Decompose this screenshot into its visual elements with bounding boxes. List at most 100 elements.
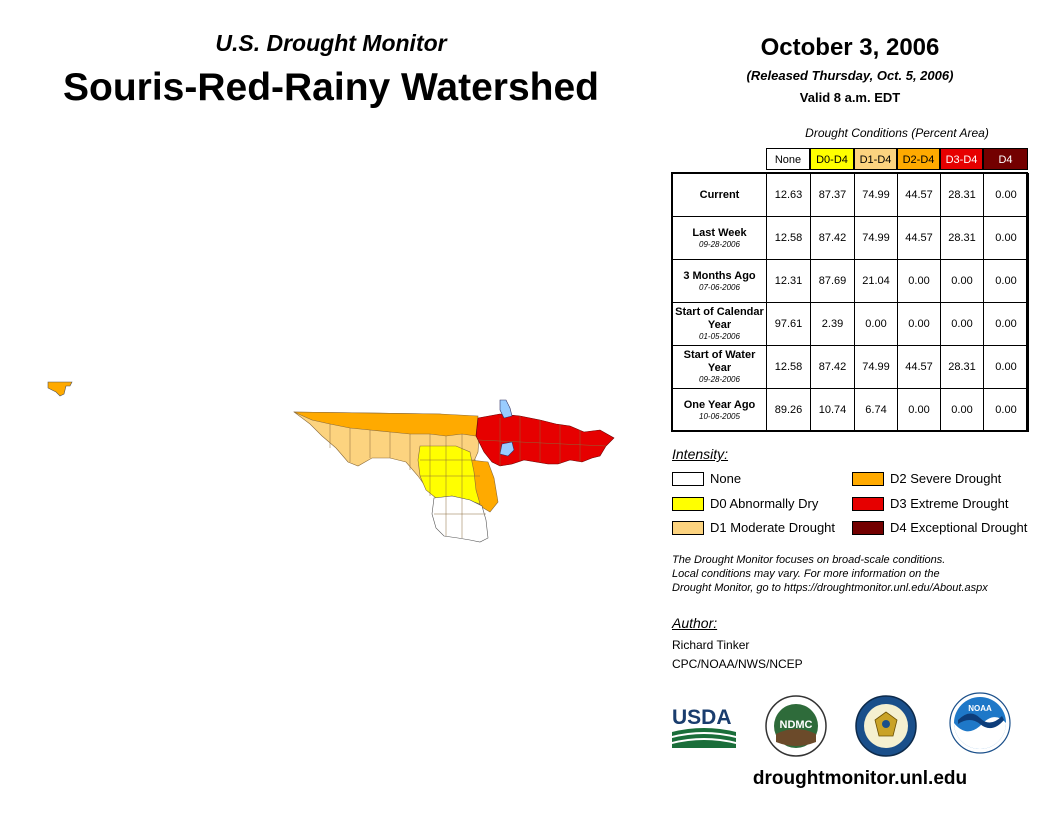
table-cell: 28.31 <box>940 345 984 389</box>
table-cell: 12.58 <box>766 216 811 260</box>
legend-swatch <box>672 521 704 535</box>
table-row-label: Start of Calendar Year 01-05-2006 <box>672 302 767 346</box>
legend-label: D3 Extreme Drought <box>890 496 1009 511</box>
disclaimer-note: The Drought Monitor focuses on broad-sca… <box>672 553 1042 595</box>
ndmc-logo[interactable]: NDMC <box>762 694 830 758</box>
table-cell: 0.00 <box>983 259 1029 303</box>
row-sublabel-date: 09-28-2006 <box>699 375 740 384</box>
legend-swatch <box>672 472 704 486</box>
note-line-1: The Drought Monitor focuses on broad-sca… <box>672 554 946 566</box>
legend-swatch <box>852 472 884 486</box>
row-label-text: Start of Calendar Year <box>675 306 764 331</box>
column-header: None <box>766 148 810 170</box>
row-label-text: 3 Months Ago <box>683 269 756 282</box>
map-lake-red <box>499 441 515 457</box>
table-row-label: Last Week 09-28-2006 <box>672 216 767 260</box>
table-cell: 0.00 <box>983 216 1029 260</box>
table-cell: 0.00 <box>983 388 1029 432</box>
table-cell: 12.63 <box>766 173 811 217</box>
table-cell: 0.00 <box>940 388 984 432</box>
table-cell: 74.99 <box>854 216 898 260</box>
map-date: October 3, 2006 <box>760 34 940 61</box>
table-row-label: Current <box>672 173 767 217</box>
map-region-d0 <box>417 445 481 505</box>
column-header: D2-D4 <box>897 148 940 170</box>
table-cell: 87.42 <box>810 216 855 260</box>
table-cell: 87.37 <box>810 173 855 217</box>
legend-swatch <box>852 521 884 535</box>
table-cell: 0.00 <box>897 259 941 303</box>
legend-label: D2 Severe Drought <box>890 471 1002 486</box>
table-cell: 44.57 <box>897 173 941 217</box>
author-name: Richard Tinker <box>672 638 750 652</box>
table-cell: 87.42 <box>810 345 855 389</box>
row-sublabel-date: 07-06-2006 <box>699 282 740 292</box>
author-title: Author: <box>672 615 718 631</box>
column-header: D0-D4 <box>810 148 854 170</box>
table-cell: 0.00 <box>983 302 1029 346</box>
table-cell: 0.00 <box>897 302 941 346</box>
row-sublabel-date: 10-06-2005 <box>699 411 740 421</box>
row-sublabel-date: 09-28-2006 <box>699 239 740 249</box>
noaa-logo[interactable]: NOAA <box>948 690 1012 756</box>
row-label-text: Start of Water Year <box>683 349 756 374</box>
map-subtitle: U.S. Drought Monitor <box>215 30 447 56</box>
map-title: Souris-Red-Rainy Watershed <box>63 66 599 109</box>
row-label-text: Current <box>699 188 740 201</box>
author-org: CPC/NOAA/NWS/NCEP <box>672 657 803 671</box>
legend-label: D0 Abnormally Dry <box>710 496 819 511</box>
usda-logo[interactable]: USDA <box>670 702 738 750</box>
map-county-lines <box>329 416 607 538</box>
table-cell: 97.61 <box>766 302 811 346</box>
noaa-logo-text: NOAA <box>968 704 992 713</box>
table-cell: 74.99 <box>854 173 898 217</box>
table-row-label: One Year Ago 10-06-2005 <box>672 388 767 432</box>
table-cell: 0.00 <box>940 259 984 303</box>
row-sublabel-date: 01-05-2006 <box>699 332 740 341</box>
column-header: D3-D4 <box>940 148 983 170</box>
note-line-2: Local conditions may vary. For more info… <box>672 568 940 580</box>
website-link[interactable]: droughtmonitor.unl.edu <box>752 768 968 789</box>
ndmc-logo-text: NDMC <box>780 719 813 731</box>
table-cell: 87.69 <box>810 259 855 303</box>
map-region-west-outlier <box>47 381 73 397</box>
legend-swatch <box>852 497 884 511</box>
legend-title: Intensity: <box>672 446 729 462</box>
table-cell: 0.00 <box>983 345 1029 389</box>
table-cell: 0.00 <box>897 388 941 432</box>
row-label-text: One Year Ago <box>683 398 756 411</box>
commerce-seal-icon[interactable] <box>853 694 919 758</box>
table-cell: 44.57 <box>897 216 941 260</box>
table-cell: 10.74 <box>810 388 855 432</box>
legend-swatch <box>672 497 704 511</box>
note-line-3: Drought Monitor, go to https://droughtmo… <box>672 582 988 594</box>
table-cell: 28.31 <box>940 173 984 217</box>
table-cell: 74.99 <box>854 345 898 389</box>
table-row-label: Start of Water Year 09-28-2006 <box>672 345 767 389</box>
table-cell: 12.31 <box>766 259 811 303</box>
table-cell: 28.31 <box>940 216 984 260</box>
watershed-map <box>47 381 615 543</box>
usda-logo-text: USDA <box>672 706 732 729</box>
table-cell: 2.39 <box>810 302 855 346</box>
map-lake-north <box>499 399 513 419</box>
legend-label: None <box>710 471 742 486</box>
map-region-d3 <box>475 413 615 467</box>
table-cell: 12.58 <box>766 345 811 389</box>
table-cell: 6.74 <box>854 388 898 432</box>
table-row-label: 3 Months Ago 07-06-2006 <box>672 259 767 303</box>
row-label-text: Last Week <box>692 226 747 239</box>
table-cell: 0.00 <box>983 173 1029 217</box>
table-cell: 21.04 <box>854 259 898 303</box>
table-caption: Drought Conditions (Percent Area) <box>805 126 989 140</box>
legend-label: D4 Exceptional Drought <box>890 520 1028 535</box>
column-header: D1-D4 <box>854 148 897 170</box>
column-header: D4 <box>983 148 1028 170</box>
table-cell: 44.57 <box>897 345 941 389</box>
table-cell: 0.00 <box>854 302 898 346</box>
table-cell: 0.00 <box>940 302 984 346</box>
legend-label: D1 Moderate Drought <box>710 520 836 535</box>
valid-time: Valid 8 a.m. EDT <box>799 90 901 105</box>
table-cell: 89.26 <box>766 388 811 432</box>
release-date: (Released Thursday, Oct. 5, 2006) <box>746 68 954 83</box>
